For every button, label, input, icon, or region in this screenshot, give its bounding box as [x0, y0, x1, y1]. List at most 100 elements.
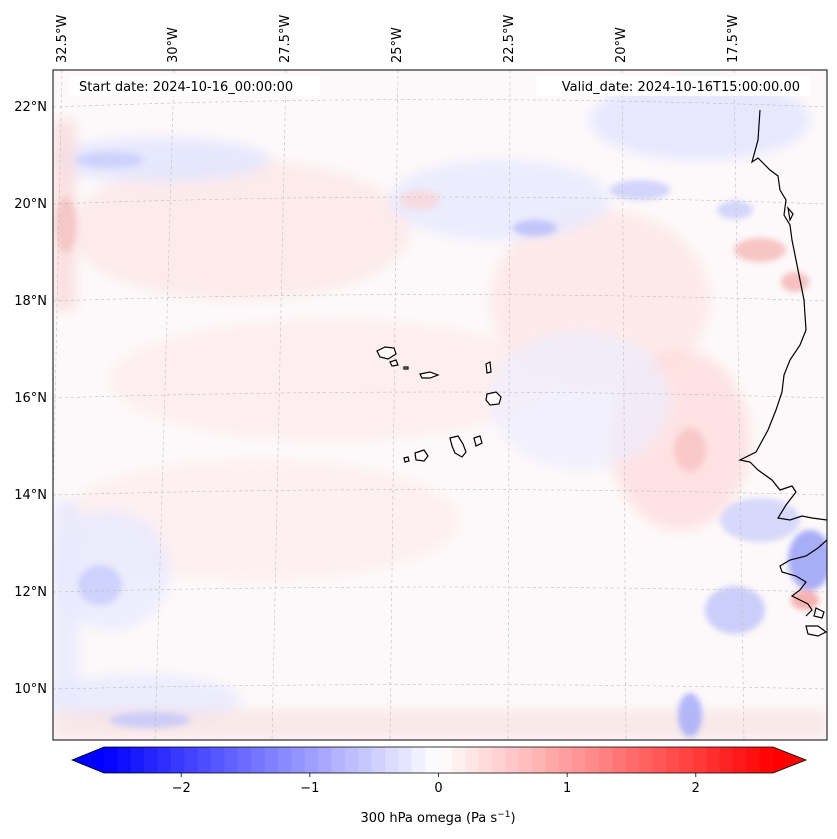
island-santa-luzia — [403, 366, 409, 370]
colorbar-segment — [211, 747, 226, 773]
colorbar-segment — [318, 747, 333, 773]
colorbar-segment — [130, 747, 145, 773]
colorbar-segment — [251, 747, 266, 773]
colorbar-segment — [558, 747, 573, 773]
colorbar-segment — [759, 747, 774, 773]
colorbar-tick-label: 0 — [434, 781, 442, 796]
colorbar-segment — [237, 747, 252, 773]
lon-label: 30°W — [166, 27, 181, 63]
lat-label: 18°N — [14, 294, 47, 309]
colorbar-segment — [625, 747, 640, 773]
colorbar-segment — [585, 747, 600, 773]
colorbar-segment — [104, 747, 118, 773]
colorbar-segment — [197, 747, 212, 773]
colorbar-tick-label: −2 — [172, 781, 191, 796]
colorbar-segment — [545, 747, 560, 773]
lat-label: 20°N — [14, 197, 47, 212]
island-sal — [485, 361, 492, 374]
colorbar-segment — [612, 747, 627, 773]
colorbar: −2 −1 0 1 2 300 hPa omega (Pa s−1) — [70, 746, 808, 826]
lat-label: 14°N — [14, 488, 47, 503]
colorbar-extend-high — [773, 747, 806, 773]
omega-field — [53, 80, 827, 740]
coastlines — [738, 109, 827, 637]
valid-date-box — [536, 76, 810, 96]
colorbar-segment — [117, 747, 132, 773]
colorbar-segment — [639, 747, 654, 773]
colorbar-segment — [371, 747, 386, 773]
island-fogo — [414, 449, 429, 462]
island-santiago — [449, 435, 467, 458]
omega-field-detail — [56, 152, 827, 737]
colorbar-segment — [692, 747, 707, 773]
start-date-box — [70, 76, 320, 96]
colorbar-segment — [291, 747, 306, 773]
longitude-labels: 32.5°W 30°W 27.5°W 25°W 22.5°W 20°W 17.5… — [55, 15, 741, 63]
colorbar-segment — [706, 747, 721, 773]
lon-label: 25°W — [390, 27, 405, 63]
colorbar-segment — [224, 747, 239, 773]
colorbar-segment — [358, 747, 373, 773]
lon-label: 22.5°W — [502, 15, 517, 63]
colorbar-segment — [719, 747, 734, 773]
colorbar-segment — [144, 747, 159, 773]
colorbar-tick-label: 1 — [563, 781, 571, 796]
africa-coastline-south — [779, 539, 827, 617]
africa-coastline — [738, 109, 827, 521]
colorbar-segment — [679, 747, 694, 773]
island-santo-antao — [376, 346, 397, 360]
colorbar-segment — [505, 747, 520, 773]
colorbar-segment — [384, 747, 399, 773]
colorbar-segment — [438, 747, 453, 773]
colorbar-segment — [478, 747, 493, 773]
start-date-label: Start date: 2024-10-16_00:00:00 — [79, 80, 293, 95]
colorbar-segment — [411, 747, 426, 773]
latitude-labels: 22°N 20°N 18°N 16°N 14°N 12°N 10°N — [14, 100, 47, 697]
lat-label: 12°N — [14, 585, 47, 600]
lat-label: 10°N — [14, 682, 47, 697]
lon-label: 17.5°W — [726, 15, 741, 63]
island-sao-vicente — [389, 359, 399, 367]
valid-date-label: Valid_date: 2024-10-16T15:00:00.00 — [562, 80, 800, 95]
colorbar-segment — [465, 747, 480, 773]
colorbar-segment — [398, 747, 413, 773]
colorbar-label: 300 hPa omega (Pa s−1) — [360, 810, 515, 826]
colorbar-segment — [746, 747, 761, 773]
colorbar-segment — [157, 747, 172, 773]
colorbar-extend-low — [72, 747, 104, 773]
colorbar-segment — [277, 747, 292, 773]
island-maio — [473, 435, 483, 447]
colorbar-segment — [344, 747, 359, 773]
colorbar-segment — [264, 747, 279, 773]
colorbar-segment — [599, 747, 614, 773]
colorbar-segment — [532, 747, 547, 773]
colorbar-segment — [304, 747, 319, 773]
colorbar-segment — [652, 747, 667, 773]
colorbar-segment — [184, 747, 199, 773]
map-panel: Start date: 2024-10-16_00:00:00 Valid_da… — [53, 70, 827, 740]
colorbar-segment — [492, 747, 506, 773]
map-frame — [52, 69, 828, 741]
colorbar-tick-label: −1 — [300, 781, 319, 796]
colorbar-segment — [451, 747, 466, 773]
lon-label: 20°W — [614, 27, 629, 63]
colorbar-ticks: −2 −1 0 1 2 — [172, 773, 700, 796]
lat-label: 16°N — [14, 391, 47, 406]
colorbar-segment — [572, 747, 587, 773]
island-boa-vista — [485, 391, 502, 406]
colorbar-tick-label: 2 — [692, 781, 700, 796]
island-sao-nicolau — [419, 371, 440, 379]
colorbar-outline — [70, 746, 808, 774]
colorbar-segment — [518, 747, 533, 773]
graticule — [53, 70, 827, 740]
colorbar-segment — [425, 747, 440, 773]
lon-label: 32.5°W — [55, 15, 70, 63]
colorbar-segment — [170, 747, 185, 773]
colorbar-segment — [665, 747, 680, 773]
cape-verde-islands — [376, 346, 502, 463]
lat-label: 22°N — [14, 100, 47, 115]
colorbar-segments — [104, 747, 774, 773]
lon-label: 27.5°W — [278, 15, 293, 63]
colorbar-segment — [331, 747, 346, 773]
